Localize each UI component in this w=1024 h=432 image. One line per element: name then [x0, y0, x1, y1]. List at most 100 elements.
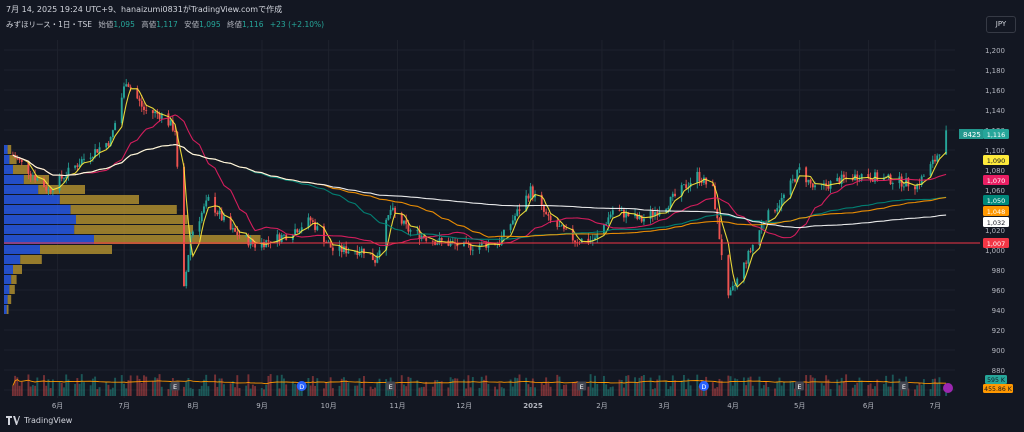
volume-ma-line: [12, 379, 947, 386]
candle-body: [191, 231, 194, 236]
snapshot-info: 7月 14, 2025 19:24 UTC+9、hanaizumi0831がTr…: [6, 5, 283, 14]
candle-body: [556, 220, 559, 227]
candle-body: [840, 174, 843, 184]
volume-bar: [825, 375, 828, 396]
candle-body: [323, 226, 325, 242]
candle-body: [627, 212, 630, 217]
candle-body: [809, 179, 812, 184]
candle-body: [280, 235, 283, 242]
dividend-marker: [698, 381, 709, 391]
open-value: 1,095: [113, 20, 135, 29]
candle-body: [734, 284, 736, 286]
volume-bar: [127, 380, 130, 396]
candle-body: [867, 174, 870, 178]
candle-body: [298, 230, 301, 233]
candle-body: [860, 174, 863, 181]
candle-body: [45, 187, 48, 191]
profile-bar-gold: [59, 195, 139, 204]
volume-bar: [198, 388, 201, 396]
volume-bar: [502, 388, 505, 396]
candle-body: [371, 254, 374, 261]
volume-bar: [836, 379, 839, 396]
profile-bar-blue: [4, 295, 8, 304]
volume-bar: [249, 388, 252, 396]
candle-body: [634, 213, 636, 217]
candle-body: [534, 194, 536, 198]
earnings-marker: [170, 381, 180, 391]
volume-bar: [907, 388, 910, 396]
high-value: 1,117: [156, 20, 178, 29]
candle-body: [438, 237, 441, 243]
volume-bar: [938, 377, 941, 396]
volume-bar: [749, 376, 752, 396]
volume-bar: [838, 385, 841, 396]
candle-body: [749, 250, 752, 252]
candle-body: [254, 244, 257, 248]
candle-body: [151, 110, 154, 114]
volume-bar: [525, 377, 528, 396]
volume-bar: [718, 378, 721, 396]
volume-bar: [434, 380, 437, 396]
volume-bar: [74, 383, 77, 396]
candle-body: [549, 215, 552, 221]
volume-bar: [531, 378, 534, 396]
volume-bar: [549, 386, 552, 396]
volume-bar: [529, 386, 532, 396]
time-axis[interactable]: 6月 7月 8月 9月 10月 11月 12月 2025 2月 3月 4月 5月 6月 7月: [52, 402, 941, 410]
volume-bar: [20, 381, 23, 396]
candle-body: [16, 157, 19, 159]
profile-bar-blue: [4, 265, 13, 274]
volume-bar: [409, 377, 412, 396]
volume-bar: [191, 388, 194, 396]
x-tick-label: 5月: [794, 402, 805, 410]
candle-body: [451, 242, 454, 243]
volume-bar: [96, 389, 99, 396]
volume-bar: [685, 389, 688, 396]
candle-body: [782, 194, 785, 198]
candle-body: [542, 205, 545, 212]
moving-averages: [12, 88, 947, 288]
candle-body: [18, 158, 21, 160]
volume-bar: [651, 389, 654, 396]
candle-body: [67, 167, 70, 177]
candle-body: [36, 178, 39, 181]
candle-body: [105, 143, 108, 148]
candle-body: [440, 237, 443, 241]
candle-body: [936, 155, 939, 162]
volume-bar: [11, 385, 14, 396]
price-label-box: [983, 206, 1009, 216]
price-axis[interactable]: 1,2001,1801,1601,1401,1201,1001,0801,060…: [985, 47, 1005, 395]
tradingview-brand[interactable]: TradingView: [6, 416, 72, 425]
y-tick-label: 940: [992, 307, 1005, 315]
x-tick-label: 10月: [321, 402, 337, 410]
volume-bar: [649, 377, 652, 396]
candle-body: [807, 179, 810, 183]
volume-bar: [345, 380, 348, 396]
volume-bar: [280, 374, 283, 396]
candle-body: [311, 220, 314, 222]
currency-button[interactable]: JPY: [986, 16, 1016, 33]
event-marker-label: D: [701, 383, 706, 391]
volume-bar: [654, 388, 656, 396]
candle-body: [674, 193, 676, 197]
x-tick-label: 11月: [390, 402, 406, 410]
volume-bar: [363, 376, 365, 396]
volume-bar: [234, 387, 237, 396]
candle-body: [247, 235, 250, 246]
volume-bar: [83, 382, 85, 396]
candle-body: [156, 111, 159, 114]
volume-bar: [60, 382, 63, 396]
volume-bar: [283, 378, 285, 396]
candle-body: [827, 185, 830, 189]
volume-bar: [151, 380, 154, 396]
candle-body: [945, 130, 948, 155]
volume-bar: [260, 387, 263, 396]
volume-profile: [4, 145, 261, 314]
candle-body: [394, 207, 397, 214]
volume-bar: [136, 375, 139, 396]
volume-bar: [254, 386, 257, 396]
volume-bar: [143, 375, 145, 396]
candle-body: [327, 241, 330, 243]
price-label-text: 1,090: [987, 157, 1006, 165]
